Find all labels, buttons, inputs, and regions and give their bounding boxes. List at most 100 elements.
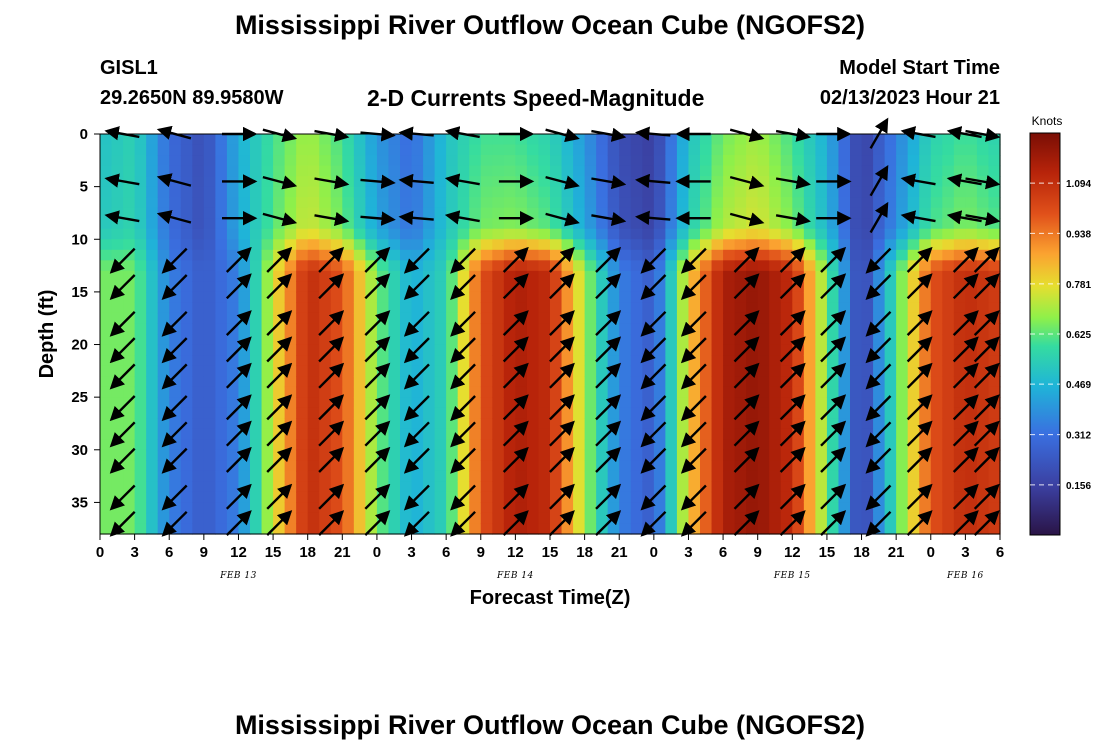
heat-cell: [757, 249, 770, 261]
heat-cell: [711, 134, 724, 146]
heat-cell: [411, 365, 424, 377]
heat-cell: [100, 428, 113, 440]
heat-cell: [192, 323, 205, 335]
heat-cell: [503, 228, 516, 240]
heat-cell: [653, 207, 666, 219]
heat-cell: [446, 144, 459, 156]
heat-cell: [965, 302, 978, 314]
heat-cell: [942, 134, 955, 146]
heat-cell: [146, 428, 159, 440]
heat-cell: [296, 344, 309, 356]
heat-cell: [976, 291, 990, 304]
heat-cell: [723, 344, 736, 356]
heat-cell: [815, 134, 828, 146]
heat-cell: [988, 155, 1001, 167]
heat-cell: [780, 302, 793, 314]
heat-cell: [457, 249, 470, 261]
heat-cell: [411, 134, 424, 146]
heat-cell: [400, 334, 413, 346]
heat-cell: [619, 291, 632, 304]
heat-cell: [838, 523, 851, 535]
heat-cell: [146, 312, 159, 325]
current-vector: [640, 421, 667, 448]
heat-cell: [711, 386, 724, 398]
heat-cell: [180, 397, 193, 409]
heat-cell: [665, 502, 678, 514]
heat-cell: [642, 334, 655, 346]
heat-cell: [607, 239, 620, 251]
heat-cell: [792, 155, 805, 167]
page-title: Mississippi River Outflow Ocean Cube (NG…: [234, 10, 866, 40]
heat-cell: [342, 365, 355, 377]
heat-cell: [480, 418, 493, 430]
heat-cell: [734, 144, 747, 156]
heat-cell: [607, 186, 620, 198]
heat-cell: [100, 270, 113, 282]
current-vector: [973, 310, 1000, 336]
heat-cell: [734, 302, 747, 314]
heat-cell: [273, 239, 286, 251]
heat-cell: [203, 186, 216, 198]
heat-cell: [723, 186, 736, 198]
heat-cell: [884, 228, 897, 240]
heat-cell: [607, 523, 620, 535]
heat-cell: [746, 386, 759, 398]
heat-cell: [723, 386, 736, 398]
heat-cell: [907, 470, 920, 482]
heat-cell: [503, 270, 516, 282]
heat-cell: [815, 481, 828, 493]
heat-cell: [180, 302, 193, 314]
heat-cell: [157, 249, 170, 261]
heat-cell: [365, 249, 378, 261]
heat-cell: [273, 165, 286, 177]
heat-cell: [353, 312, 366, 325]
heat-cell: [215, 481, 228, 493]
x-tick-label: 21: [888, 544, 905, 561]
heat-cell: [342, 249, 355, 261]
heat-cell: [976, 155, 990, 167]
heat-cell: [884, 397, 897, 409]
heat-cell: [942, 386, 955, 398]
heat-cell: [919, 302, 932, 314]
heat-cell: [457, 365, 470, 377]
heat-cell: [526, 239, 540, 251]
heat-cell: [942, 155, 955, 167]
heat-cell: [203, 460, 216, 472]
heat-cell: [976, 376, 990, 388]
heat-cell: [630, 355, 643, 367]
heat-cell: [942, 228, 955, 240]
heat-cell: [665, 407, 678, 419]
heat-cell: [550, 155, 563, 167]
heat-cell: [700, 218, 713, 230]
current-vector: [779, 246, 806, 273]
heat-cell: [630, 176, 643, 188]
heat-cell: [169, 334, 182, 346]
heat-cell: [896, 281, 909, 293]
heat-cell: [319, 207, 332, 219]
heat-cell: [423, 218, 436, 230]
heat-cell: [434, 291, 447, 304]
heat-cell: [746, 428, 759, 440]
current-vector: [266, 310, 293, 336]
heat-cell: [261, 144, 274, 156]
heat-cell: [965, 523, 978, 535]
heat-cell: [319, 512, 332, 525]
heat-cell: [676, 397, 690, 409]
heat-cell: [803, 281, 816, 293]
heat-cell: [250, 281, 263, 293]
heat-cell: [319, 397, 332, 409]
heat-cell: [226, 502, 240, 514]
heat-cell: [469, 523, 482, 535]
heat-cell: [723, 365, 736, 377]
heat-cell: [815, 197, 828, 209]
heat-cell: [492, 481, 505, 493]
heat-cell: [630, 418, 643, 430]
heat-cell: [976, 407, 990, 419]
heat-cell: [353, 270, 366, 282]
current-vector: [820, 336, 847, 363]
heat-cell: [688, 312, 701, 325]
heat-cell: [330, 186, 343, 198]
heat-cell: [976, 144, 990, 156]
current-vector: [952, 246, 979, 273]
heat-cell: [711, 428, 724, 440]
